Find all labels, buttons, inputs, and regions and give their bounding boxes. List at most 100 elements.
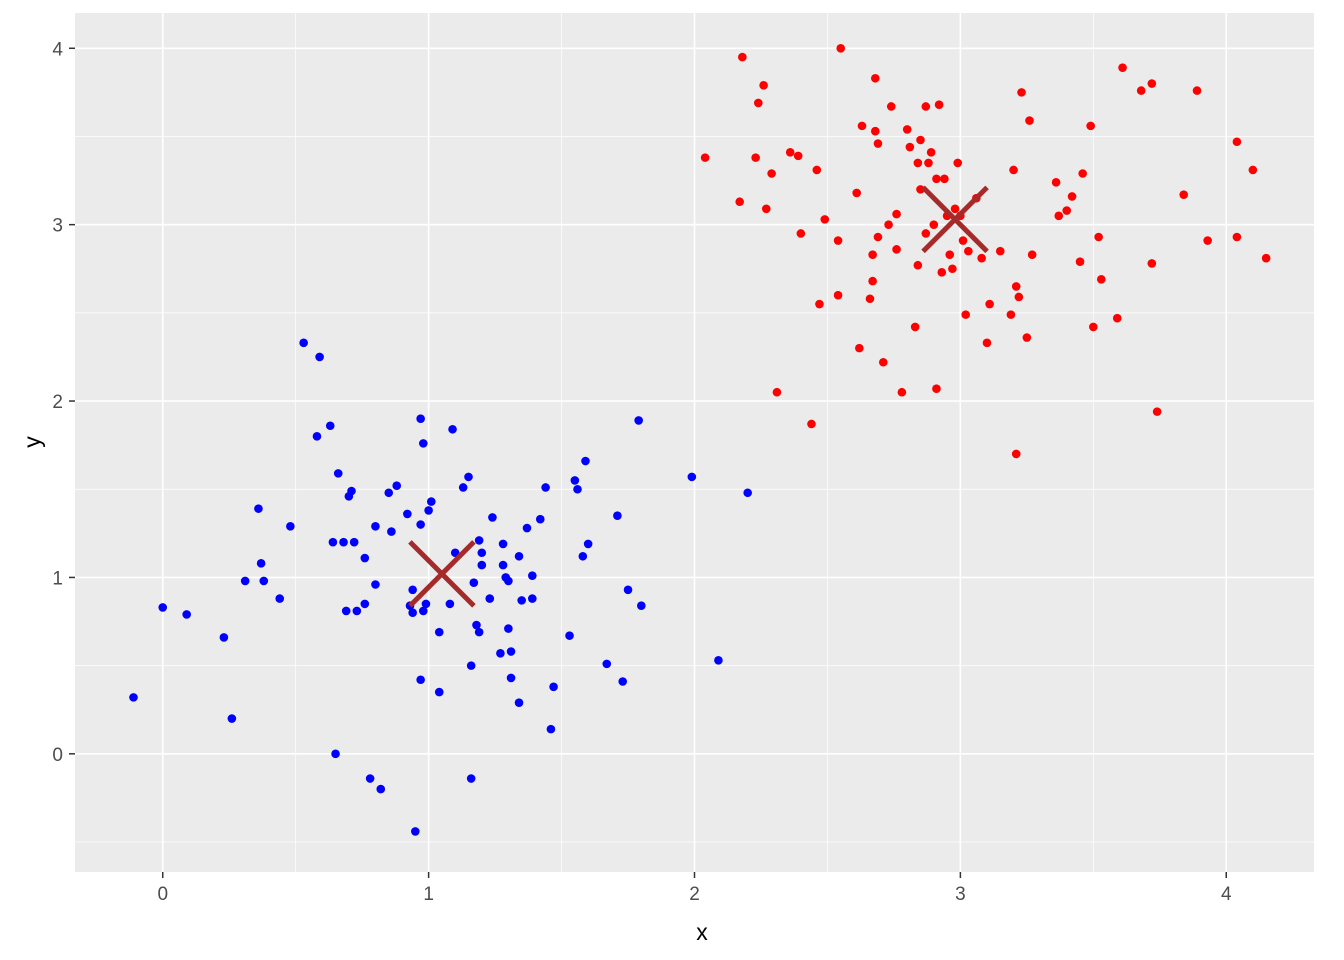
data-point [1232, 232, 1242, 242]
data-point [227, 714, 237, 723]
data-point [902, 125, 912, 134]
data-point [424, 506, 433, 515]
data-point [977, 253, 986, 263]
data-point [573, 484, 582, 494]
data-point [408, 585, 417, 595]
data-point [315, 352, 324, 362]
data-point [1112, 313, 1122, 323]
data-point [371, 521, 380, 531]
x-tick-label: 0 [157, 884, 168, 905]
data-point [445, 599, 455, 609]
y-tick-label: 4 [52, 39, 63, 60]
data-point [613, 511, 622, 521]
data-point [426, 497, 436, 506]
data-point [514, 698, 524, 707]
data-point [474, 627, 484, 637]
data-point [870, 73, 880, 83]
data-point [352, 606, 362, 616]
data-point [360, 599, 370, 609]
data-point [945, 250, 955, 259]
data-point [384, 488, 394, 498]
data-point [751, 153, 760, 162]
data-point [1261, 253, 1271, 263]
data-point [528, 594, 537, 603]
data-point [259, 576, 269, 586]
data-point [1062, 206, 1072, 215]
data-point [434, 687, 444, 697]
data-point [1179, 190, 1189, 199]
data-point [565, 631, 574, 640]
data-point [488, 513, 497, 522]
data-point [958, 236, 968, 245]
data-point [982, 338, 992, 348]
data-point [916, 185, 925, 194]
data-point [504, 624, 513, 633]
x-tick-label: 4 [1221, 884, 1232, 905]
data-point [714, 656, 723, 665]
data-point [815, 299, 824, 309]
data-point [416, 520, 425, 529]
centroid-stroke [921, 185, 989, 254]
data-point [1248, 165, 1258, 175]
data-point [932, 384, 941, 394]
data-point [964, 246, 973, 256]
data-point [897, 387, 907, 397]
x-tick-label: 3 [955, 884, 966, 905]
data-point [985, 299, 994, 309]
data-point [535, 514, 545, 524]
data-point [910, 322, 920, 332]
data-point [913, 260, 923, 270]
data-point [820, 215, 830, 224]
data-point [581, 456, 590, 466]
data-point [833, 290, 843, 300]
data-point [416, 675, 425, 685]
data-point [921, 229, 931, 238]
data-point [299, 338, 308, 348]
axis-tick-labels: 0 1 2 3 4 0 1 2 3 4 [52, 39, 1232, 905]
data-point [466, 774, 476, 783]
data-point [496, 648, 505, 658]
data-point [347, 486, 356, 496]
axis-ticks [69, 47, 1228, 878]
x-tick-label: 1 [423, 884, 434, 905]
data-point [833, 236, 843, 245]
data-points [129, 43, 1271, 836]
data-point [767, 169, 776, 178]
data-point [1011, 282, 1021, 291]
centroid-marker [408, 540, 476, 608]
data-point [855, 343, 864, 353]
data-point [852, 188, 861, 198]
data-point [371, 580, 380, 589]
data-point [950, 204, 960, 214]
y-tick-label: 0 [52, 745, 63, 766]
data-point [286, 521, 295, 531]
data-point [376, 784, 386, 794]
y-tick-label: 1 [52, 568, 63, 589]
data-point [434, 627, 444, 637]
data-point [926, 148, 936, 157]
data-point [472, 620, 481, 630]
data-point [905, 142, 915, 152]
data-point [886, 102, 896, 111]
data-point [419, 439, 428, 448]
data-point [182, 610, 191, 619]
data-point [129, 693, 138, 702]
data-point [1147, 79, 1157, 88]
data-point [419, 606, 428, 616]
data-point [868, 276, 877, 286]
data-point [448, 424, 457, 434]
data-point [793, 151, 803, 161]
data-point [506, 673, 516, 683]
data-point [913, 158, 923, 168]
data-point [948, 264, 957, 274]
data-point [458, 483, 468, 492]
data-point [785, 148, 795, 157]
data-point [158, 603, 168, 612]
data-point [700, 153, 710, 162]
data-point [743, 488, 752, 498]
data-point [1136, 86, 1146, 95]
data-point [549, 682, 558, 692]
data-point [1147, 259, 1157, 268]
data-point [618, 677, 628, 686]
